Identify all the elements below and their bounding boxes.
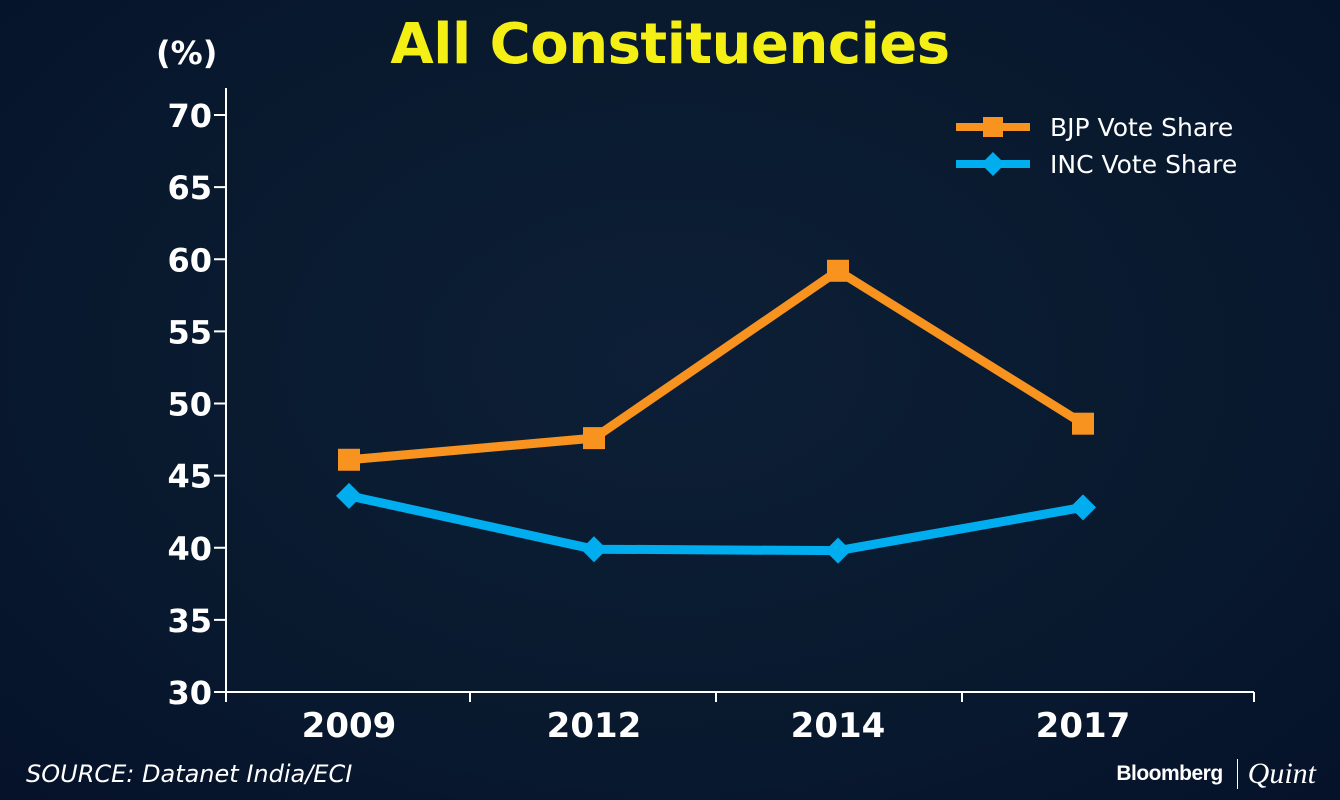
y-axis-unit-label: (%) <box>156 34 218 72</box>
y-tick-label-40: 40 <box>167 530 212 568</box>
x-tick-label-2014: 2014 <box>791 706 886 746</box>
brand-divider <box>1236 759 1238 789</box>
data-point-inc-vote-share-2012 <box>581 536 607 563</box>
legend-marker-inc-vote-share <box>981 152 1005 176</box>
legend-label-bjp-vote-share: BJP Vote Share <box>1050 113 1233 142</box>
brand-bloomberg: Bloomberg <box>1116 762 1223 785</box>
series-line-inc-vote-share <box>344 491 1088 556</box>
data-point-bjp-vote-share-2017 <box>1072 412 1094 435</box>
legend-label-inc-vote-share: INC Vote Share <box>1050 150 1237 179</box>
y-tick-label-45: 45 <box>167 458 212 496</box>
brand-quint: Quint <box>1247 757 1316 790</box>
y-tick-label-50: 50 <box>167 386 212 424</box>
y-tick-label-30: 30 <box>167 674 212 712</box>
series-line-bjp-vote-share <box>344 266 1088 465</box>
source-note: SOURCE: Datanet India/ECI <box>26 760 353 788</box>
x-tick-label-2012: 2012 <box>547 706 642 746</box>
x-tick-label-2017: 2017 <box>1036 706 1131 746</box>
x-tick-label-2009: 2009 <box>302 706 397 746</box>
y-tick-label-55: 55 <box>167 313 212 351</box>
data-point-bjp-vote-share-2014 <box>827 259 849 282</box>
y-tick-label-35: 35 <box>167 602 212 640</box>
data-point-inc-vote-share-2014 <box>825 537 851 564</box>
y-tick-label-70: 70 <box>167 97 212 135</box>
y-tick-label-65: 65 <box>167 169 212 207</box>
chart-title: All Constituencies <box>390 12 950 77</box>
data-point-inc-vote-share-2009 <box>336 482 362 509</box>
legend-marker-bjp-vote-share <box>983 117 1003 137</box>
data-point-bjp-vote-share-2009 <box>338 448 360 471</box>
data-point-bjp-vote-share-2012 <box>583 427 605 450</box>
y-tick-label-60: 60 <box>167 241 212 279</box>
data-point-inc-vote-share-2017 <box>1070 494 1096 521</box>
brand-logo: Bloomberg Quint <box>1116 756 1316 792</box>
